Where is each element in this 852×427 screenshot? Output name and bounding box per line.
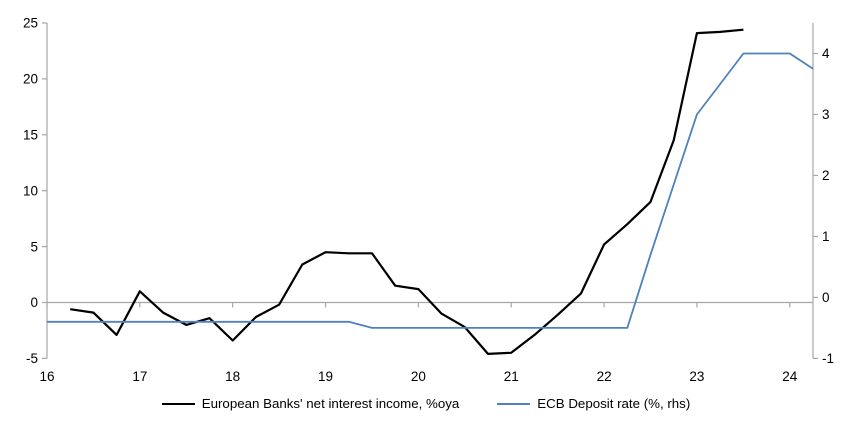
- x-axis-tick-label: 17: [132, 369, 147, 384]
- left-axis-tick-label: 10: [23, 183, 38, 198]
- left-axis-tick-label: 0: [30, 295, 38, 310]
- ecb-deposit-rate-series-line: [47, 52, 814, 329]
- chart-legend: European Banks' net interest income, %oy…: [0, 396, 852, 411]
- right-axis-tick-label: 0: [822, 290, 830, 305]
- right-axis-tick-label: -1: [822, 351, 834, 366]
- ecb-deposit-rate-line-swatch: [497, 402, 531, 405]
- right-axis-tick-label: 4: [822, 46, 830, 61]
- x-axis-tick-label: 24: [782, 369, 798, 384]
- ecb-deposit-rate-legend-label: ECB Deposit rate (%, rhs): [537, 396, 691, 411]
- x-axis-tick-label: 18: [225, 369, 240, 384]
- left-axis-tick-label: -5: [26, 351, 38, 366]
- right-axis-tick-label: 1: [822, 229, 830, 244]
- left-axis-tick-label: 15: [23, 128, 38, 143]
- x-axis-tick-label: 22: [597, 369, 612, 384]
- net-interest-income-legend-label: European Banks' net interest income, %oy…: [201, 396, 460, 411]
- right-axis-tick-label: 2: [822, 168, 830, 183]
- x-axis-tick-label: 21: [504, 369, 519, 384]
- left-axis-tick-label: 5: [30, 239, 38, 254]
- net-interest-income-line-swatch: [161, 402, 195, 405]
- left-axis-tick-label: 20: [23, 72, 38, 87]
- left-axis-tick-label: 25: [23, 16, 38, 31]
- x-axis-tick-label: 20: [411, 369, 426, 384]
- x-axis-tick-label: 23: [689, 369, 704, 384]
- right-axis-tick-label: 3: [822, 107, 830, 122]
- legend-item-ecb-deposit-rate: ECB Deposit rate (%, rhs): [497, 396, 690, 411]
- net-interest-income-series-line: [70, 28, 744, 355]
- x-axis-tick-label: 19: [318, 369, 333, 384]
- x-axis-tick-label: 16: [39, 369, 54, 384]
- legend-item-net-interest-income: European Banks' net interest income, %oy…: [161, 396, 460, 411]
